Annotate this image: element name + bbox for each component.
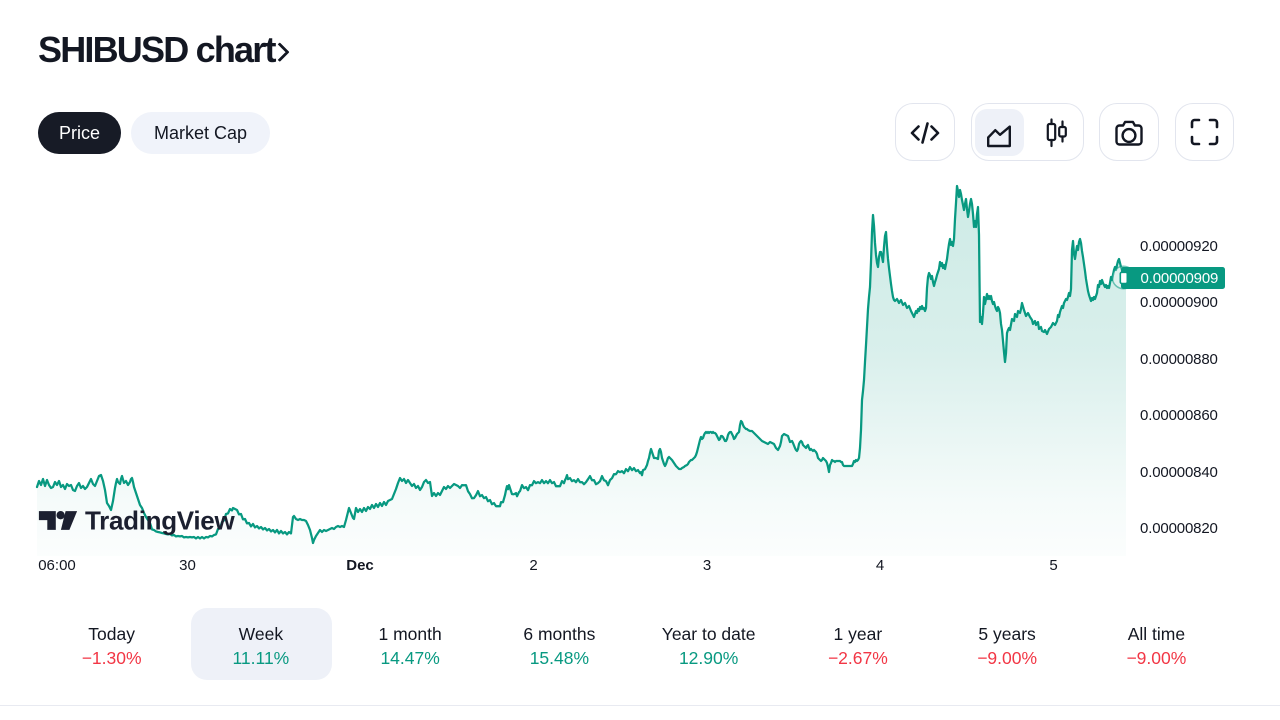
svg-text:TradingView: TradingView	[85, 506, 235, 536]
